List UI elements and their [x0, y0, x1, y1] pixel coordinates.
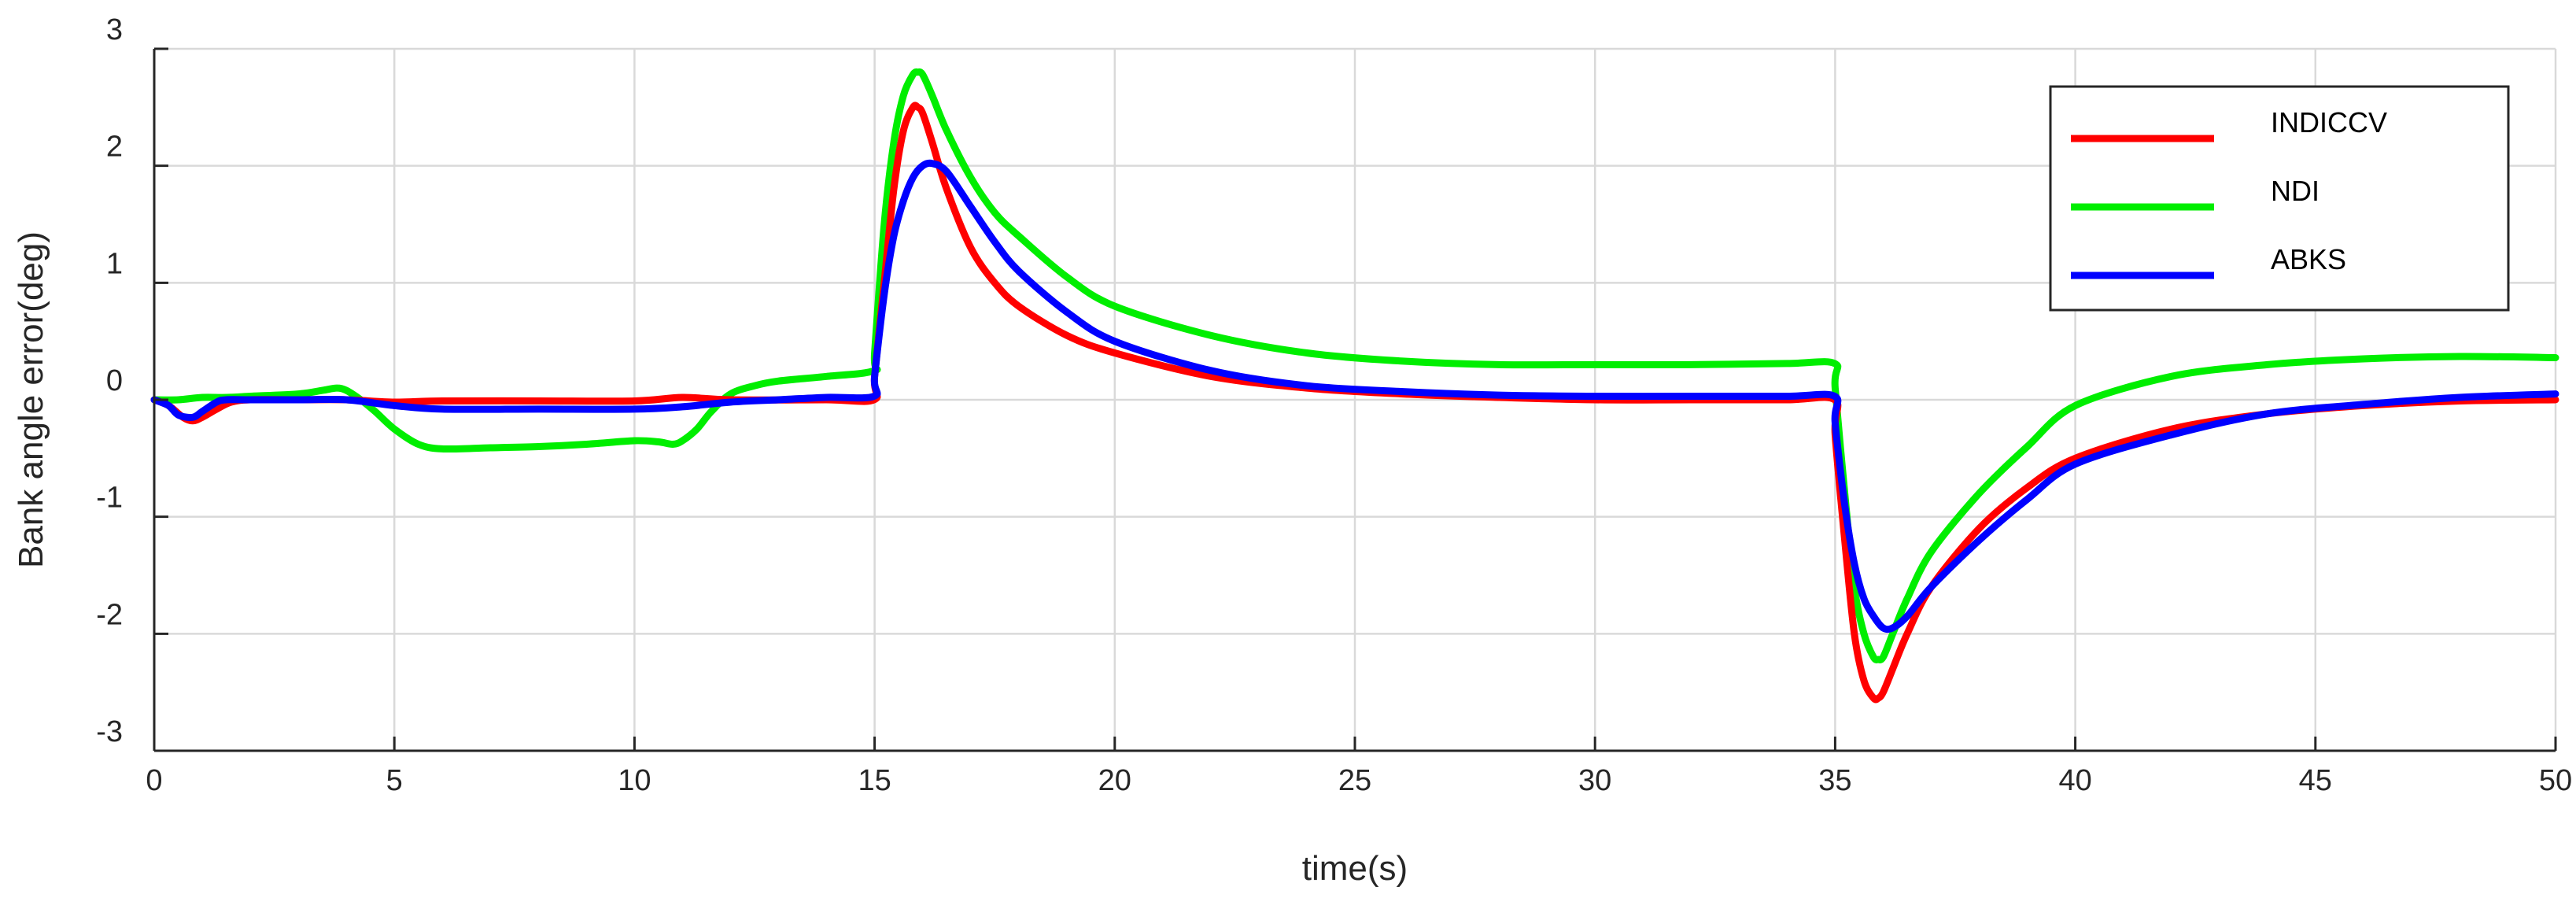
series-line-indiccv [150, 102, 2559, 704]
x-tick-label-5: 25 [1338, 764, 1371, 797]
ticks: 0 5 10 15 20 25 30 35 40 45 50 -3 -2 -1 0 1 2 3 [96, 13, 2572, 797]
x-tick-label-4: 20 [1098, 764, 1131, 797]
y-tick-label-1: -2 [96, 598, 123, 631]
y-tick-label-6: 3 [106, 13, 123, 46]
x-tick-label-1: 5 [386, 764, 403, 797]
legend: INDICCV NDI ABKS [2049, 85, 2510, 312]
series-line-abks [150, 159, 2559, 634]
x-tick-label-7: 35 [1818, 764, 1851, 797]
x-tick-label-2: 10 [618, 764, 651, 797]
x-tick-label-0: 0 [146, 764, 162, 797]
x-tick-label-8: 40 [2058, 764, 2091, 797]
series-layer [150, 68, 2559, 704]
y-axis-label: Bank angle error(deg) [12, 231, 50, 568]
x-tick-label-10: 50 [2539, 764, 2572, 797]
y-tick-label-0: -3 [96, 715, 123, 748]
y-tick-label-4: 1 [106, 247, 123, 280]
legend-label-indiccv: INDICCV [2271, 106, 2387, 139]
x-tick-label-9: 45 [2299, 764, 2332, 797]
y-tick-label-5: 2 [106, 131, 123, 164]
legend-label-abks: ABKS [2271, 243, 2346, 275]
x-axis-label: time(s) [1302, 849, 1408, 888]
legend-label-ndi: NDI [2271, 175, 2320, 207]
x-tick-label-3: 15 [858, 764, 891, 797]
x-tick-label-6: 30 [1578, 764, 1611, 797]
y-tick-label-3: 0 [106, 364, 123, 397]
y-tick-label-2: -1 [96, 482, 123, 515]
